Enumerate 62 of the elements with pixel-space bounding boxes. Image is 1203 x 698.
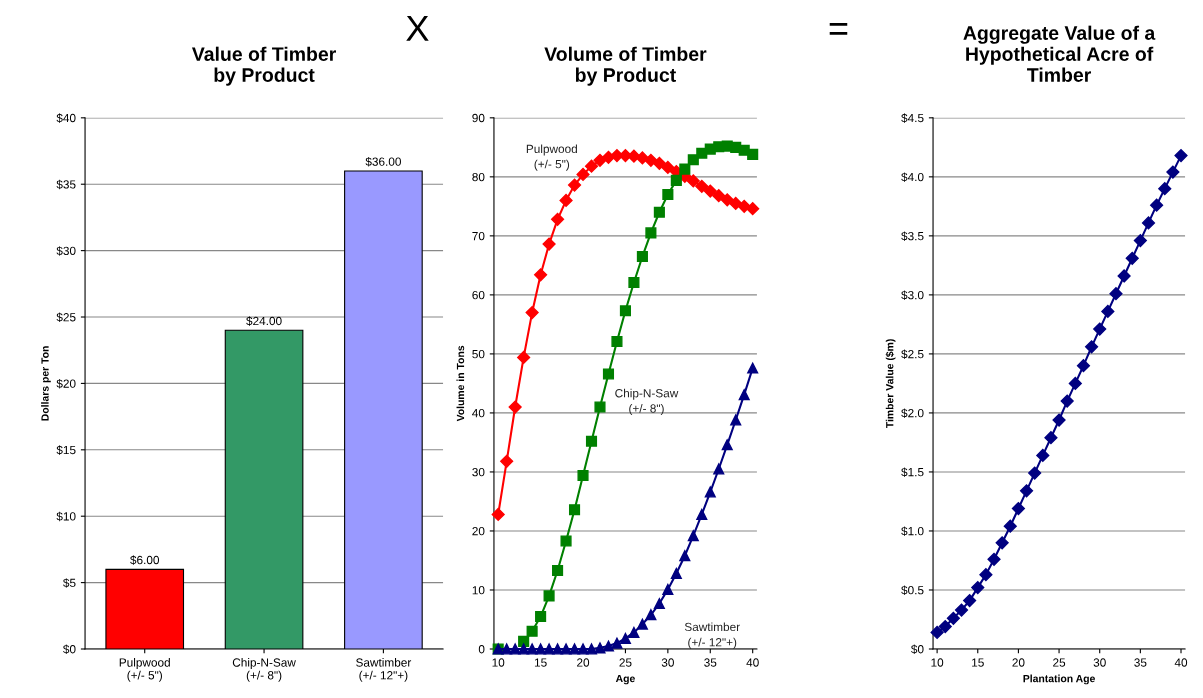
y-tick-label: 0: [478, 645, 485, 654]
x-axis-title: Plantation Age: [1023, 674, 1095, 685]
y-tick-label: $35: [56, 179, 76, 190]
y-tick-label: $15: [56, 445, 76, 455]
x-tick-label: Sawtimber (+/- 12"+): [356, 658, 412, 682]
y-tick-label: $2.0: [901, 408, 924, 419]
chart-title: Volume of Timber by Product: [544, 46, 707, 86]
y-tick-label: 20: [472, 526, 485, 536]
series-label: Chip-N-Saw (+/- 8"): [615, 388, 679, 416]
x-tick-label: 40: [1174, 658, 1188, 667]
data-label: $36.00: [365, 156, 401, 167]
x-axis-title: Age: [615, 674, 635, 685]
y-axis-title: Dollars per Ton: [41, 346, 51, 421]
y-tick-label: $3.5: [901, 231, 924, 241]
y-tick-label: 70: [472, 231, 485, 241]
x-tick-label: Chip-N-Saw (+/- 8"): [232, 658, 296, 682]
y-tick-label: 10: [472, 586, 485, 595]
x-tick-label: 30: [661, 658, 674, 667]
y-tick-label: $1.0: [901, 526, 924, 537]
text: =: [829, 23, 848, 35]
text: X: [406, 15, 429, 41]
text: Sawtimber (+/- 12"+): [684, 622, 740, 649]
y-tick-label: $0: [911, 644, 924, 655]
data-label: $24.00: [246, 316, 282, 326]
y-tick-label: $0.5: [901, 585, 924, 596]
x-tick-label: 15: [534, 658, 547, 667]
y-tick-label: 30: [472, 467, 485, 477]
y-tick-label: $20: [56, 378, 76, 389]
y-tick-label: 40: [472, 408, 485, 418]
y-tick-label: $4.5: [901, 113, 924, 123]
y-tick-label: $5: [63, 578, 76, 588]
x-tick-label: 20: [1012, 658, 1025, 667]
y-tick-label: $40: [56, 113, 76, 123]
x-tick-label: 35: [704, 658, 717, 667]
y-tick-label: $25: [56, 312, 76, 323]
y-tick-label: $2.5: [901, 349, 924, 359]
y-tick-label: 90: [472, 113, 485, 123]
x-tick-label: 20: [577, 658, 590, 667]
y-axis-title: Volume in Tons: [456, 345, 465, 422]
y-tick-label: $30: [56, 246, 76, 256]
y-tick-label: 80: [472, 172, 485, 182]
chart-title: Value of Timber by Product: [191, 46, 336, 86]
chart-title: Aggregate Value of a Hypothetical Acre of Timber: [963, 25, 1156, 82]
y-tick-label: $0: [63, 644, 76, 655]
x-tick-label: 25: [1053, 658, 1066, 667]
x-tick-label: Pulpwood (+/- 5"): [119, 658, 170, 682]
x-tick-label: 10: [492, 658, 505, 667]
y-tick-label: 50: [472, 349, 485, 359]
x-tick-label: 35: [1134, 658, 1147, 667]
y-tick-label: 60: [472, 290, 485, 300]
y-tick-label: $10: [56, 511, 76, 522]
x-tick-label: 15: [972, 658, 984, 667]
x-tick-label: 25: [619, 658, 632, 667]
y-tick-label: $4.0: [901, 172, 924, 182]
series-label: Pulpwood (+/- 5"): [526, 144, 577, 171]
y-axis-title: Timber Value ($m): [885, 339, 896, 429]
y-tick-label: $3.0: [901, 290, 924, 300]
y-tick-label: $1.5: [901, 467, 924, 478]
x-tick-label: 40: [746, 658, 759, 667]
x-tick-label: 30: [1093, 658, 1106, 667]
data-label: $6.00: [130, 555, 160, 565]
x-tick-label: 10: [931, 658, 944, 667]
